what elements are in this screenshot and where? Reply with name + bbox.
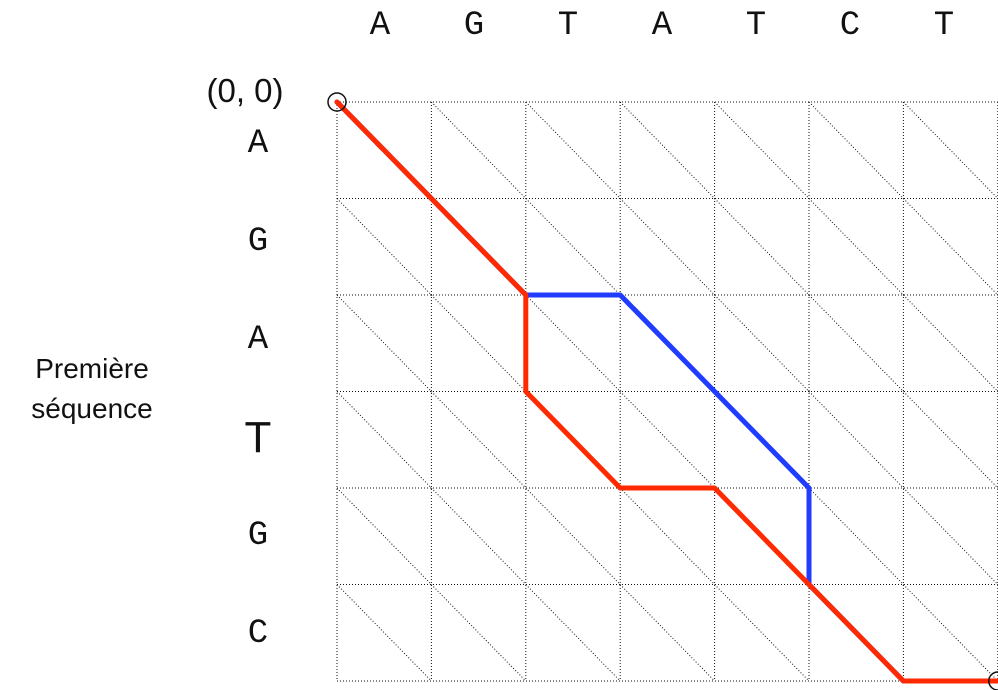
endpoint-circle [327,92,347,112]
grid-diagonal-line [619,198,715,296]
grid-diagonal-line [808,198,904,296]
grid-diagonal-line [525,584,621,682]
top-seq-letter: T [934,7,954,45]
grid-diagonal-line [903,294,998,392]
grid-diagonal-line [336,487,432,585]
top-seq-letter: G [464,7,484,45]
grid-diagonal-line [714,198,810,296]
axis-label-line: séquence [31,393,152,424]
grid-diagonal-line [431,487,527,585]
grid-diagonal-line [903,487,998,585]
left-seq-letter: G [248,223,268,261]
grid-diagonal-line [808,487,904,585]
grid-diagonal-line [336,198,432,296]
left-sequence: A G A T G C [245,125,272,653]
grid-diagonal-line [431,584,527,682]
top-sequence: A G T A T C T [370,7,954,45]
grid-diagonal-line [808,391,904,489]
grid-diagonal-line [714,294,810,392]
axis-label-line: Première [35,353,149,384]
top-seq-letter: T [558,7,578,45]
left-seq-letter: C [248,615,268,653]
grid-diagonal-line [336,391,432,489]
grid-diagonal-line [903,391,998,489]
top-seq-letter: T [746,7,766,45]
grid-diagonal-line [525,101,621,199]
grid-diagonal-line [431,101,527,199]
grid-diagonal-line [431,294,527,392]
grid-diagonal-line [525,294,621,392]
grid-diagonal-line [714,584,810,682]
top-seq-letter: A [370,7,391,45]
grid-diagonal-line [525,198,621,296]
left-seq-letter: A [248,321,269,359]
top-seq-letter: A [652,7,673,45]
red-alignment-path [334,99,998,684]
top-seq-letter: C [840,7,860,45]
grid-diagonal-line [903,198,998,296]
dotted-grid [336,101,998,682]
grid-diagonal-line [808,101,904,199]
left-seq-letter: A [248,125,269,163]
grid-diagonal-line [619,391,715,489]
endpoint-markers [327,92,998,690]
grid-diagonal-line [336,584,432,682]
grid-diagonal-line [903,101,998,199]
grid-diagonal-line [431,391,527,489]
grid-diagonal-line [808,294,904,392]
grid-diagonal-line [714,101,810,199]
alignment-paths [334,99,998,684]
grid-diagonal-line [525,487,621,585]
left-seq-letter: G [248,517,268,555]
origin-label: (0, 0) [206,72,283,109]
grid-diagonal-line [619,101,715,199]
grid-diagonal-line [903,584,998,682]
grid-diagonal-line [336,294,432,392]
grid-diagonal-line [619,487,715,585]
grid-diagonal-line [619,584,715,682]
left-seq-letter: T [245,413,272,462]
